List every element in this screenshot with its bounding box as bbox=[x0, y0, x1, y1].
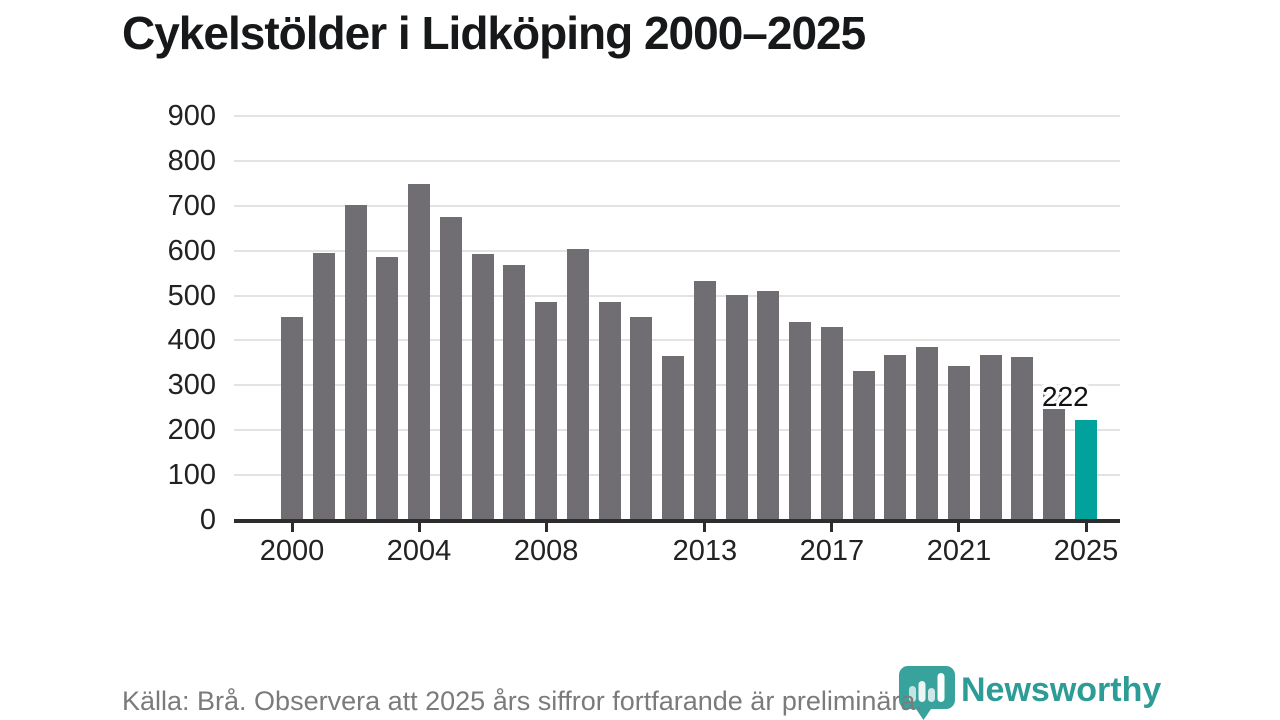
bar-2003 bbox=[376, 257, 399, 520]
gridline-500 bbox=[234, 294, 1120, 297]
bar-2014 bbox=[725, 294, 748, 520]
bar-2012 bbox=[662, 355, 685, 520]
bar-2009 bbox=[566, 248, 589, 520]
bar-2000 bbox=[281, 316, 303, 520]
bar-2002 bbox=[344, 204, 367, 520]
x-tick-2008 bbox=[544, 523, 548, 532]
x-tick-2021 bbox=[957, 523, 961, 532]
y-axis-label-400: 400 bbox=[167, 324, 216, 357]
bar-2017 bbox=[820, 327, 843, 520]
x-tick-2004 bbox=[417, 523, 421, 532]
gridline-900 bbox=[234, 115, 1120, 117]
y-axis-label-800: 800 bbox=[167, 144, 216, 177]
source-note: Källa: Brå. Observera att 2025 års siffr… bbox=[122, 686, 923, 716]
bar-2024 bbox=[1043, 386, 1066, 520]
bar-2006 bbox=[471, 253, 494, 520]
bar-2016 bbox=[789, 322, 812, 520]
x-tick-2000 bbox=[290, 523, 294, 532]
bar-2007 bbox=[503, 265, 526, 520]
x-axis-label-2017: 2017 bbox=[799, 535, 865, 567]
x-axis-line bbox=[234, 519, 1120, 523]
x-axis-label-2000: 2000 bbox=[259, 535, 325, 567]
newsworthy-bubble-barchart-icon bbox=[899, 666, 955, 720]
newsworthy-wordmark: Newsworthy bbox=[961, 671, 1162, 709]
x-axis-label-2008: 2008 bbox=[513, 535, 579, 567]
chart-title: Cykelstölder i Lidköping 2000–2025 bbox=[122, 7, 866, 59]
y-axis-label-100: 100 bbox=[167, 459, 216, 492]
y-axis-label-700: 700 bbox=[167, 189, 216, 222]
x-axis-label-2021: 2021 bbox=[926, 535, 992, 567]
gridline-600 bbox=[234, 249, 1120, 252]
x-axis-label-2025: 2025 bbox=[1053, 535, 1119, 567]
y-axis-label-500: 500 bbox=[167, 279, 216, 312]
gridline-400 bbox=[234, 339, 1120, 342]
x-axis-label-2013: 2013 bbox=[672, 535, 738, 567]
y-axis-label-900: 900 bbox=[167, 100, 216, 132]
bar-2018 bbox=[852, 371, 875, 520]
x-tick-2025 bbox=[1084, 523, 1088, 532]
bar-2010 bbox=[598, 302, 621, 520]
x-tick-2017 bbox=[830, 523, 834, 532]
highlight-value-label: 222 bbox=[1042, 381, 1089, 413]
bar-2020 bbox=[916, 346, 939, 520]
bar-2019 bbox=[884, 355, 907, 520]
y-axis-label-600: 600 bbox=[167, 234, 216, 267]
bar-2001 bbox=[312, 252, 335, 520]
bar-2011 bbox=[630, 317, 653, 520]
y-axis-label-300: 300 bbox=[167, 369, 216, 402]
bar-2023 bbox=[1011, 356, 1034, 520]
bar-2015 bbox=[757, 290, 780, 520]
bar-2022 bbox=[979, 355, 1002, 520]
bar-2025 bbox=[1075, 420, 1097, 520]
bar-2004 bbox=[408, 184, 431, 520]
x-tick-2013 bbox=[703, 523, 707, 532]
bar-2021 bbox=[947, 366, 970, 520]
y-axis-label-200: 200 bbox=[167, 414, 216, 447]
x-axis-label-2004: 2004 bbox=[386, 535, 452, 567]
bar-2013 bbox=[693, 280, 716, 520]
bar-2005 bbox=[439, 217, 462, 520]
bar-2008 bbox=[535, 302, 558, 520]
gridline-800 bbox=[234, 159, 1120, 162]
gridline-700 bbox=[234, 204, 1120, 207]
y-axis-label-0: 0 bbox=[199, 504, 216, 536]
